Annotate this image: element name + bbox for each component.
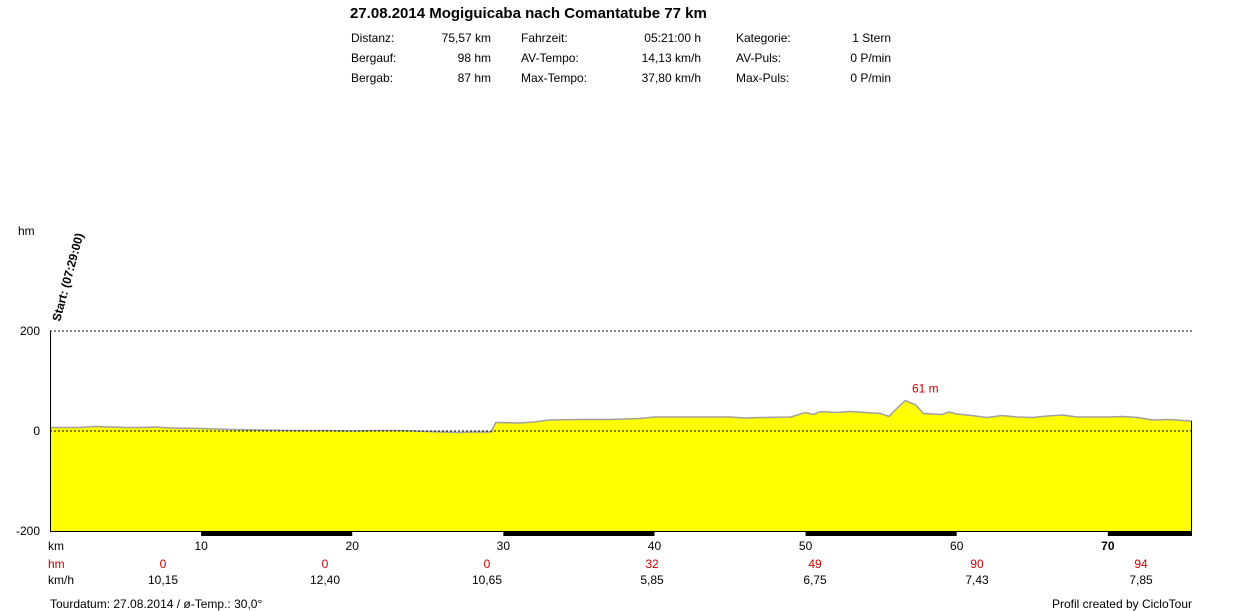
peak-label: 61 m [912,382,939,396]
stat-value: 05:21:00 h [644,31,701,45]
stat-label: Distanz: [351,31,395,45]
speed-row-value: 10,65 [472,573,502,587]
stat-value: 37,80 km/h [641,71,701,85]
elevation-area [50,400,1192,531]
stat-label: Max-Puls: [736,71,790,85]
stat-value: 0 P/min [850,71,891,85]
x-tick-label: 30 [497,539,511,553]
hm-row-value: 90 [970,557,984,571]
speed-row-value: 7,85 [1129,573,1153,587]
y-tick-label: 0 [33,424,40,438]
credit-footer: Profil created by CicloTour [1051,597,1192,611]
x-tick-label: 40 [648,539,662,553]
stat-value: 98 hm [457,51,491,65]
start-label: Start: (07:29:00) [49,232,86,323]
y-tick-label: 200 [20,324,40,338]
stat-value: 14,13 km/h [641,51,701,65]
stat-label: Bergauf: [351,51,397,65]
hm-row-value: 32 [645,557,659,571]
hm-row-value: 94 [1134,557,1148,571]
hm-row-value: 49 [808,557,822,571]
hm-row-value: 0 [484,557,491,571]
hm-row-value: 0 [160,557,167,571]
speed-row-value: 5,85 [640,573,664,587]
x-tick-label: 20 [346,539,360,553]
x-tick-label: 60 [950,539,964,553]
stat-label: AV-Tempo: [521,51,579,65]
tour-date-footer: Tourdatum: 27.08.2014 / ø-Temp.: 30,0° [50,597,263,611]
stat-value: 1 Stern [852,31,891,45]
speed-row-label: km/h [48,573,74,587]
speed-row-value: 10,15 [148,573,178,587]
stat-label: Bergab: [351,71,394,85]
stat-value: 87 hm [457,71,491,85]
tour-title: 27.08.2014 Mogiguicaba nach Comantatube … [350,5,707,22]
speed-row-value: 6,75 [803,573,827,587]
x-tick-label: 70 [1101,539,1115,553]
hm-row-label: hm [48,557,65,571]
km-bar-segment [503,532,655,536]
y-tick-label: -200 [16,524,40,538]
elevation-line [50,399,1193,434]
speed-row-value: 7,43 [965,573,989,587]
stat-value: 0 P/min [850,51,891,65]
km-bar-segment [1107,532,1192,536]
x-tick-label: 50 [799,539,813,553]
hm-row-value: 0 [322,557,329,571]
stat-label: Kategorie: [736,31,791,45]
x-axis-label: km [48,539,64,553]
stat-label: Max-Tempo: [521,71,588,85]
x-tick-label: 10 [194,539,208,553]
km-bar-segment [201,532,353,536]
km-bar-segment [805,532,957,536]
y-axis-label: hm [18,224,35,238]
stat-label: Fahrzeit: [521,31,568,45]
speed-row-value: 12,40 [310,573,340,587]
stat-value: 75,57 km [441,31,491,45]
stat-label: AV-Puls: [736,51,782,65]
